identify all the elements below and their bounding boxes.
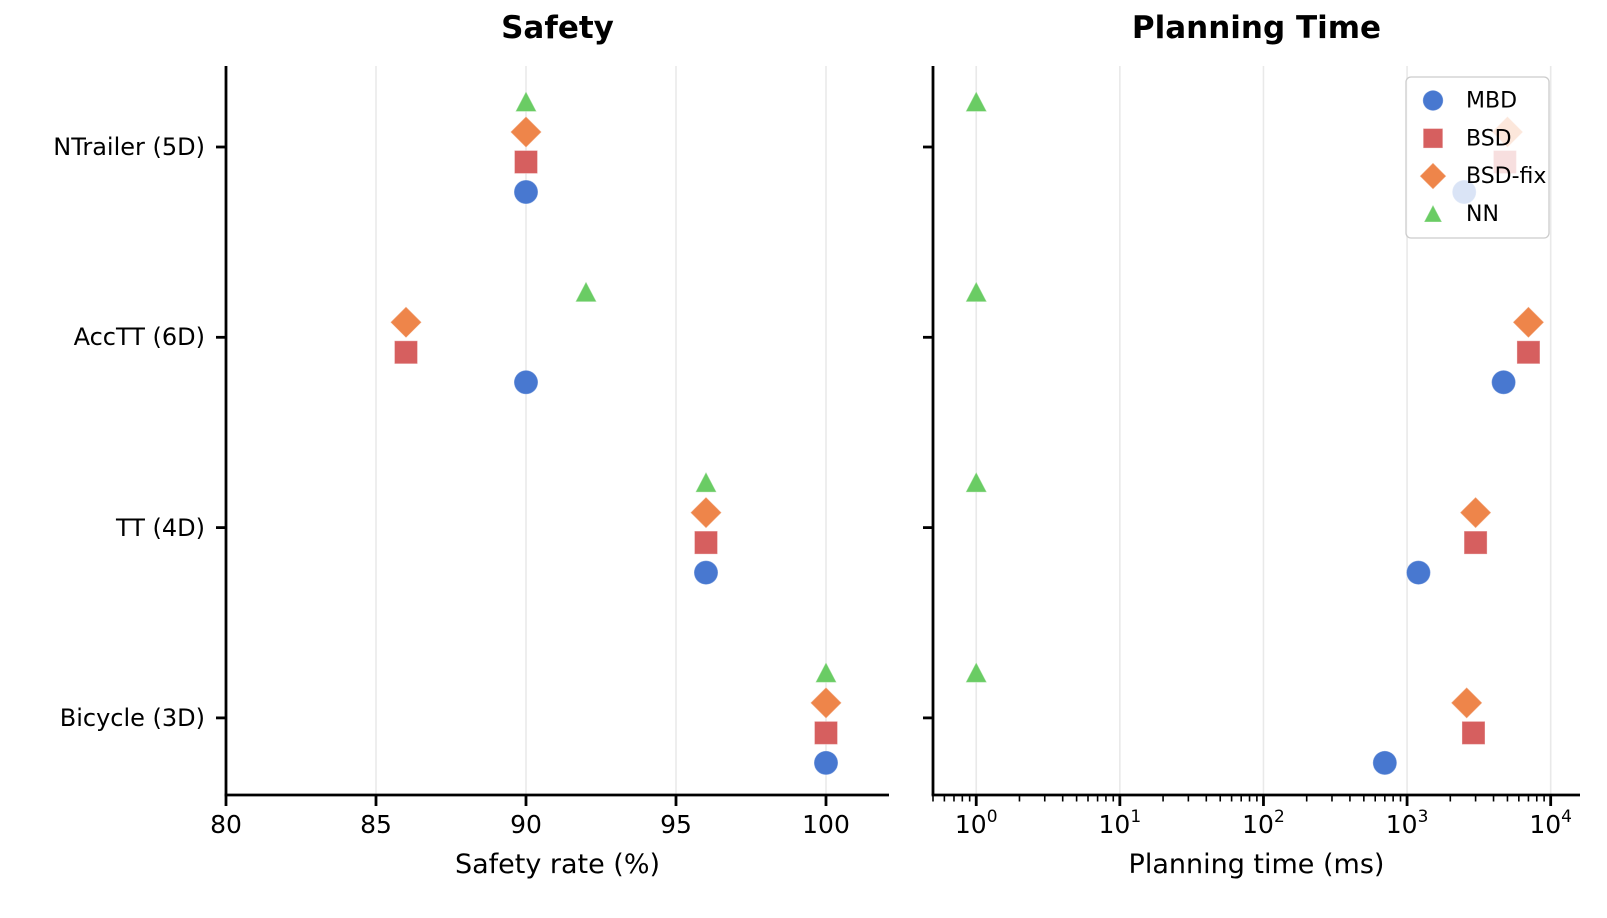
marker-bsd bbox=[694, 530, 718, 555]
legend-label: MBD bbox=[1466, 89, 1517, 114]
legend-label: BSD-fix bbox=[1466, 164, 1546, 189]
marker-bsd-fix bbox=[809, 686, 843, 720]
marker-bsd bbox=[514, 150, 538, 174]
y-tick-label-acctt: AccTT (6D) bbox=[73, 323, 205, 351]
marker-mbd bbox=[1405, 560, 1431, 586]
marker-nn bbox=[574, 280, 598, 303]
marker-mbd bbox=[813, 750, 839, 776]
marker-bsd-fix bbox=[509, 115, 543, 149]
marker-nn bbox=[964, 661, 988, 683]
marker-mbd bbox=[693, 560, 719, 586]
legend-marker-bsd-fix bbox=[1419, 162, 1447, 190]
x-tick-label: 101 bbox=[1099, 807, 1142, 839]
marker-nn bbox=[964, 471, 988, 493]
legend: MBD BSD BSD-fix NN bbox=[1405, 76, 1550, 239]
x-tick-label: 102 bbox=[1242, 807, 1285, 839]
marker-mbd bbox=[513, 179, 539, 205]
marker-mbd bbox=[1372, 750, 1398, 776]
legend-label: BSD bbox=[1466, 126, 1512, 151]
legend-box bbox=[1405, 76, 1550, 239]
marker-bsd bbox=[814, 720, 838, 745]
marker-bsd bbox=[394, 340, 418, 365]
x-axis-label-safety: Safety rate (%) bbox=[454, 849, 661, 880]
x-tick-label: 90 bbox=[510, 810, 542, 839]
x-tick-label: 85 bbox=[360, 810, 392, 839]
legend-label: NN bbox=[1466, 202, 1499, 227]
legend-marker-mbd bbox=[1422, 89, 1444, 112]
marker-nn bbox=[964, 280, 988, 303]
chart-title-safety: Safety bbox=[501, 10, 614, 46]
x-tick-label: 80 bbox=[210, 810, 242, 839]
y-tick-label-bicycle: Bicycle (3D) bbox=[59, 704, 205, 732]
y-tick-label-tt: TT (4D) bbox=[115, 514, 205, 542]
plot-planning-time: 100 101 102 103 104 bbox=[923, 66, 1580, 839]
y-tick-label-ntrailer: NTrailer (5D) bbox=[53, 133, 205, 161]
legend-marker-bsd bbox=[1422, 128, 1444, 149]
marker-nn bbox=[964, 90, 988, 112]
marker-bsd bbox=[1461, 720, 1486, 745]
marker-nn bbox=[694, 471, 718, 493]
x-tick-label: 100 bbox=[955, 807, 998, 839]
marker-mbd bbox=[513, 369, 539, 395]
x-tick-label: 103 bbox=[1386, 807, 1429, 839]
marker-bsd-fix bbox=[1459, 496, 1492, 529]
chart-title-planning-time: Planning Time bbox=[1131, 10, 1382, 46]
x-axis-label-planning-time: Planning time (ms) bbox=[1128, 849, 1385, 880]
marker-bsd-fix bbox=[389, 306, 423, 339]
marker-nn bbox=[814, 661, 838, 683]
marker-bsd bbox=[1463, 530, 1488, 555]
x-tick-label: 95 bbox=[660, 810, 692, 839]
marker-bsd bbox=[1516, 340, 1541, 365]
x-tick-label: 104 bbox=[1529, 807, 1572, 839]
legend-marker-nn bbox=[1423, 203, 1443, 223]
marker-nn bbox=[514, 90, 538, 112]
marker-bsd-fix bbox=[689, 496, 723, 529]
x-tick-label: 100 bbox=[802, 810, 850, 839]
marker-mbd bbox=[1491, 369, 1517, 395]
plot-safety: 80 85 90 95 100 bbox=[210, 66, 889, 839]
marker-bsd-fix bbox=[1450, 686, 1483, 720]
marker-bsd-fix bbox=[1512, 306, 1545, 339]
